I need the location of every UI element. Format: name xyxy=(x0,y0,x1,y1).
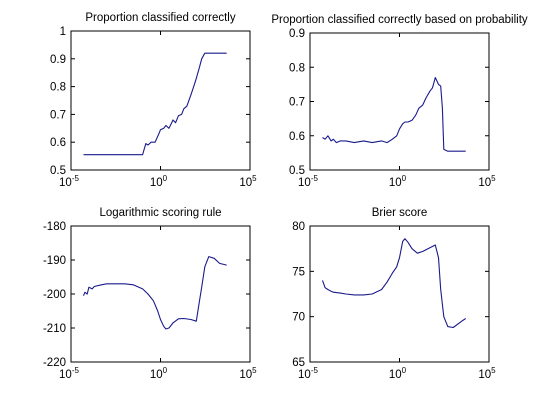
axes-frame xyxy=(70,225,251,363)
y-tick-label: 80 xyxy=(292,221,305,233)
x-tick-base: 10 xyxy=(150,177,163,189)
x-tick-label: 100 xyxy=(389,174,407,189)
chart-title: Proportion classified correctly based on… xyxy=(271,14,528,26)
x-tick-base: 10 xyxy=(478,369,491,381)
y-tick-label: 75 xyxy=(292,266,305,278)
y-tick-label: -220 xyxy=(43,357,66,369)
x-tick-label: 100 xyxy=(150,174,168,189)
x-tick-exponent: -5 xyxy=(311,174,319,183)
series-line-1 xyxy=(322,76,466,152)
x-tick-base: 10 xyxy=(298,369,311,381)
y-tick-label: 1 xyxy=(60,26,66,38)
subplot-2: Proportion classified correctly based on… xyxy=(271,14,528,189)
x-tick-exponent: -5 xyxy=(72,366,80,375)
y-tick-label: -190 xyxy=(43,255,66,267)
y-tick-label: 0.9 xyxy=(50,54,66,66)
x-tick-base: 10 xyxy=(389,177,402,189)
x-tick-base: 10 xyxy=(150,369,163,381)
x-tick-base: 10 xyxy=(239,369,252,381)
chart-title: Proportion classified correctly xyxy=(85,12,235,24)
x-tick-label: 105 xyxy=(239,366,257,381)
y-tick-label: 0.7 xyxy=(289,97,305,109)
x-tick-exponent: 5 xyxy=(491,366,496,375)
chart-title: Logarithmic scoring rule xyxy=(99,207,221,219)
axes-frame xyxy=(309,225,490,363)
x-tick-label: 10-5 xyxy=(59,366,79,381)
y-tick-label: 70 xyxy=(292,312,305,324)
x-tick-label: 100 xyxy=(150,366,168,381)
x-tick-exponent: 5 xyxy=(252,366,257,375)
axes-frame xyxy=(70,30,251,171)
x-tick-base: 10 xyxy=(298,177,311,189)
x-tick-label: 105 xyxy=(478,366,496,381)
x-tick-exponent: 0 xyxy=(163,174,168,183)
y-tick-label: -210 xyxy=(43,323,66,335)
x-tick-exponent: 5 xyxy=(491,174,496,183)
x-tick-label: 10-5 xyxy=(298,366,318,381)
x-tick-base: 10 xyxy=(389,369,402,381)
x-tick-base: 10 xyxy=(59,369,72,381)
y-tick-label: 0.6 xyxy=(50,137,66,149)
y-tick-label: 0.8 xyxy=(50,82,66,94)
axes-frame xyxy=(309,32,490,171)
chart-title: Brier score xyxy=(372,207,428,219)
series-line-1 xyxy=(321,238,467,329)
x-tick-base: 10 xyxy=(59,177,72,189)
series-line-1 xyxy=(82,256,227,330)
x-tick-exponent: 0 xyxy=(402,174,407,183)
y-tick-label: 0.5 xyxy=(289,165,305,177)
x-tick-label: 10-5 xyxy=(59,174,79,189)
y-tick-label: 0.5 xyxy=(50,165,66,177)
x-tick-label: 10-5 xyxy=(298,174,318,189)
y-tick-label: 0.7 xyxy=(50,109,66,121)
y-tick-label: 0.6 xyxy=(289,131,305,143)
y-tick-label: -180 xyxy=(43,221,66,233)
y-tick-label: -200 xyxy=(43,289,66,301)
y-tick-label: 0.9 xyxy=(289,28,305,40)
subplot-1: Proportion classified correctly 0.5 0.6 0.7… xyxy=(50,12,257,189)
x-tick-base: 10 xyxy=(239,177,252,189)
x-tick-exponent: 0 xyxy=(163,366,168,375)
y-tick-label: 0.8 xyxy=(289,62,305,74)
x-tick-exponent: 0 xyxy=(402,366,407,375)
x-tick-label: 105 xyxy=(239,174,257,189)
y-tick-label: 65 xyxy=(292,357,305,369)
series-line-1 xyxy=(83,52,227,156)
x-tick-label: 100 xyxy=(389,366,407,381)
x-tick-base: 10 xyxy=(478,177,491,189)
x-tick-exponent: -5 xyxy=(311,366,319,375)
subplot-3: Logarithmic scoring rule -220 -210 -200 -190… xyxy=(43,207,257,381)
x-tick-exponent: -5 xyxy=(72,174,80,183)
x-tick-label: 105 xyxy=(478,174,496,189)
x-tick-exponent: 5 xyxy=(252,174,257,183)
